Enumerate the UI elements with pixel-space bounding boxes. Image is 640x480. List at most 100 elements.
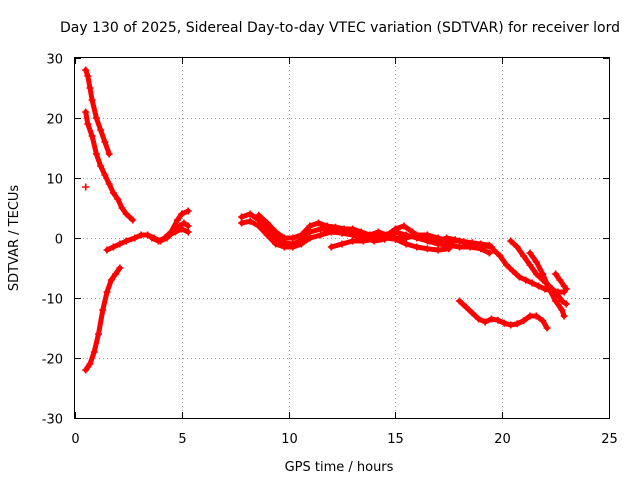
data-point bbox=[520, 252, 528, 260]
data-point bbox=[402, 231, 410, 239]
data-point bbox=[317, 225, 325, 233]
data-point bbox=[477, 240, 485, 248]
data-point bbox=[475, 315, 483, 323]
data-point bbox=[323, 222, 331, 230]
data-point bbox=[82, 366, 90, 374]
x-tick-labels: 0 5 10 15 20 25 bbox=[71, 432, 617, 447]
data-point bbox=[109, 189, 117, 197]
data-point bbox=[391, 235, 399, 243]
data-point bbox=[402, 240, 410, 248]
data-point bbox=[86, 360, 94, 368]
data-point bbox=[468, 309, 476, 317]
data-point bbox=[539, 317, 547, 325]
series-line bbox=[83, 109, 136, 223]
series-trace-16 bbox=[552, 270, 570, 293]
data-point bbox=[107, 276, 115, 284]
data-point bbox=[526, 261, 534, 269]
data-point bbox=[289, 234, 297, 242]
data-point bbox=[515, 273, 523, 281]
data-point bbox=[462, 303, 470, 311]
series-trace-15 bbox=[526, 249, 568, 320]
data-point bbox=[526, 249, 534, 257]
data-point bbox=[434, 246, 442, 254]
chart-title: Day 130 of 2025, Sidereal Day-to-day VTE… bbox=[60, 20, 620, 36]
data-point bbox=[97, 162, 105, 170]
data-point bbox=[468, 239, 476, 247]
data-point bbox=[558, 306, 566, 314]
data-point bbox=[154, 237, 162, 245]
data-point bbox=[507, 237, 515, 245]
data-point bbox=[532, 270, 540, 278]
y-tick-label: -20 bbox=[42, 353, 63, 368]
x-tick-label: 20 bbox=[494, 432, 511, 447]
data-point bbox=[88, 96, 96, 104]
data-point bbox=[562, 285, 570, 293]
data-point bbox=[109, 243, 117, 251]
series-line bbox=[508, 238, 569, 307]
data-point bbox=[366, 231, 374, 239]
series-line bbox=[83, 265, 123, 373]
data-point bbox=[114, 195, 122, 203]
data-point bbox=[543, 324, 551, 332]
y-tick-label: 20 bbox=[46, 113, 63, 128]
data-point bbox=[400, 222, 408, 230]
data-point bbox=[349, 237, 357, 245]
x-tick-label: 15 bbox=[387, 432, 404, 447]
data-point bbox=[82, 108, 90, 116]
data-point bbox=[99, 306, 107, 314]
data-point bbox=[97, 126, 105, 134]
data-point bbox=[246, 217, 254, 225]
data-point bbox=[562, 300, 570, 308]
data-point bbox=[443, 234, 451, 242]
series-trace-7 bbox=[165, 225, 192, 239]
data-point bbox=[184, 228, 192, 236]
y-axis-label: SDTVAR / TECUs bbox=[7, 185, 22, 292]
data-point bbox=[178, 225, 186, 233]
data-point bbox=[148, 234, 156, 242]
data-point bbox=[532, 258, 540, 266]
data-point bbox=[122, 237, 130, 245]
data-point bbox=[381, 234, 389, 242]
data-point bbox=[84, 72, 92, 80]
series-trace-10 bbox=[255, 211, 493, 249]
data-point bbox=[502, 261, 510, 269]
data-point bbox=[357, 228, 365, 236]
data-point bbox=[332, 223, 340, 231]
data-point bbox=[317, 231, 325, 239]
y-tick-label: 30 bbox=[46, 53, 63, 68]
data-point bbox=[86, 84, 94, 92]
data-point bbox=[289, 243, 297, 251]
data-point bbox=[84, 120, 92, 128]
data-point bbox=[238, 213, 246, 221]
data-point bbox=[481, 318, 489, 326]
series-trace-2 bbox=[82, 108, 137, 224]
series-line bbox=[553, 271, 569, 292]
data-traces bbox=[82, 66, 570, 374]
data-point bbox=[137, 231, 145, 239]
data-point bbox=[535, 282, 543, 290]
data-point bbox=[297, 231, 305, 239]
y-tick-label: -30 bbox=[42, 413, 63, 428]
y-tick-labels: -30 -20 -10 0 10 20 30 bbox=[42, 53, 63, 428]
data-point bbox=[545, 285, 553, 293]
data-point bbox=[423, 231, 431, 239]
series-trace-9 bbox=[238, 217, 493, 257]
data-point bbox=[94, 330, 102, 338]
data-point bbox=[255, 222, 263, 230]
data-point bbox=[338, 240, 346, 248]
series-trace-12 bbox=[455, 297, 551, 332]
data-point bbox=[315, 219, 323, 227]
data-point bbox=[434, 237, 442, 245]
series-trace-11 bbox=[327, 234, 453, 254]
y-tick-label: -10 bbox=[42, 293, 63, 308]
y-tick-label: 0 bbox=[55, 233, 63, 248]
data-point bbox=[306, 222, 314, 230]
data-point bbox=[103, 288, 111, 296]
plot-frame bbox=[74, 57, 610, 419]
data-point bbox=[238, 219, 246, 227]
data-point bbox=[263, 231, 271, 239]
data-point bbox=[494, 316, 502, 324]
data-point bbox=[161, 234, 169, 242]
data-point bbox=[509, 267, 517, 275]
